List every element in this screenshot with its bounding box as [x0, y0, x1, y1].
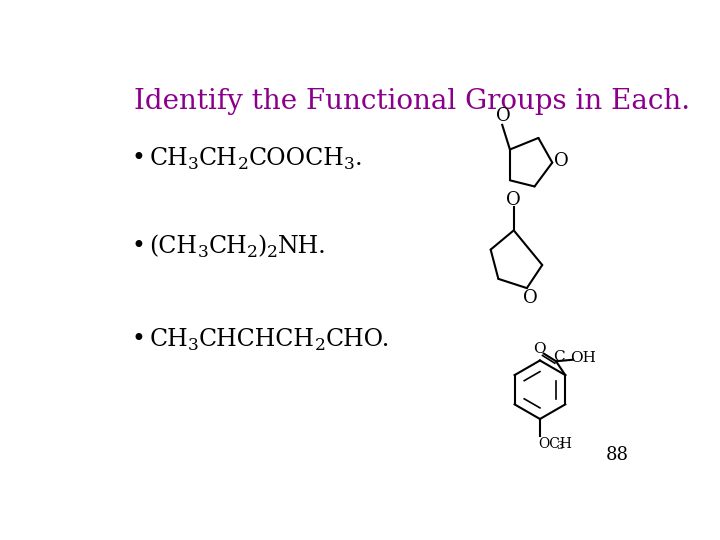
Text: •: •	[132, 147, 145, 170]
Text: 3: 3	[344, 156, 355, 173]
Text: 2: 2	[238, 156, 248, 173]
Text: 2: 2	[247, 244, 258, 261]
Text: 3: 3	[556, 441, 563, 451]
Text: •: •	[132, 235, 145, 259]
Text: 2: 2	[315, 336, 325, 354]
Text: 88: 88	[606, 446, 629, 464]
Text: 2: 2	[267, 244, 278, 261]
Text: (CH: (CH	[150, 235, 197, 259]
Text: .: .	[355, 147, 363, 170]
Text: CHO.: CHO.	[325, 328, 390, 351]
Text: 3: 3	[188, 336, 199, 354]
Text: CH: CH	[150, 328, 188, 351]
Text: CH: CH	[199, 147, 238, 170]
Text: NH.: NH.	[278, 235, 327, 259]
Text: O: O	[523, 289, 538, 307]
Text: O: O	[534, 342, 546, 356]
Text: COOCH: COOCH	[248, 147, 344, 170]
Text: C: C	[553, 350, 565, 365]
Text: OCH: OCH	[539, 437, 572, 451]
Text: O: O	[506, 191, 521, 208]
Text: CHCHCH: CHCHCH	[199, 328, 315, 351]
Text: O: O	[554, 152, 569, 170]
Text: Identify the Functional Groups in Each.: Identify the Functional Groups in Each.	[134, 88, 690, 115]
Text: 3: 3	[197, 244, 208, 261]
Text: ): )	[258, 235, 267, 259]
Text: O: O	[496, 106, 511, 125]
Text: OH: OH	[570, 351, 596, 365]
Text: •: •	[132, 328, 145, 351]
Text: CH: CH	[208, 235, 247, 259]
Text: CH: CH	[150, 147, 188, 170]
Text: 3: 3	[188, 156, 199, 173]
